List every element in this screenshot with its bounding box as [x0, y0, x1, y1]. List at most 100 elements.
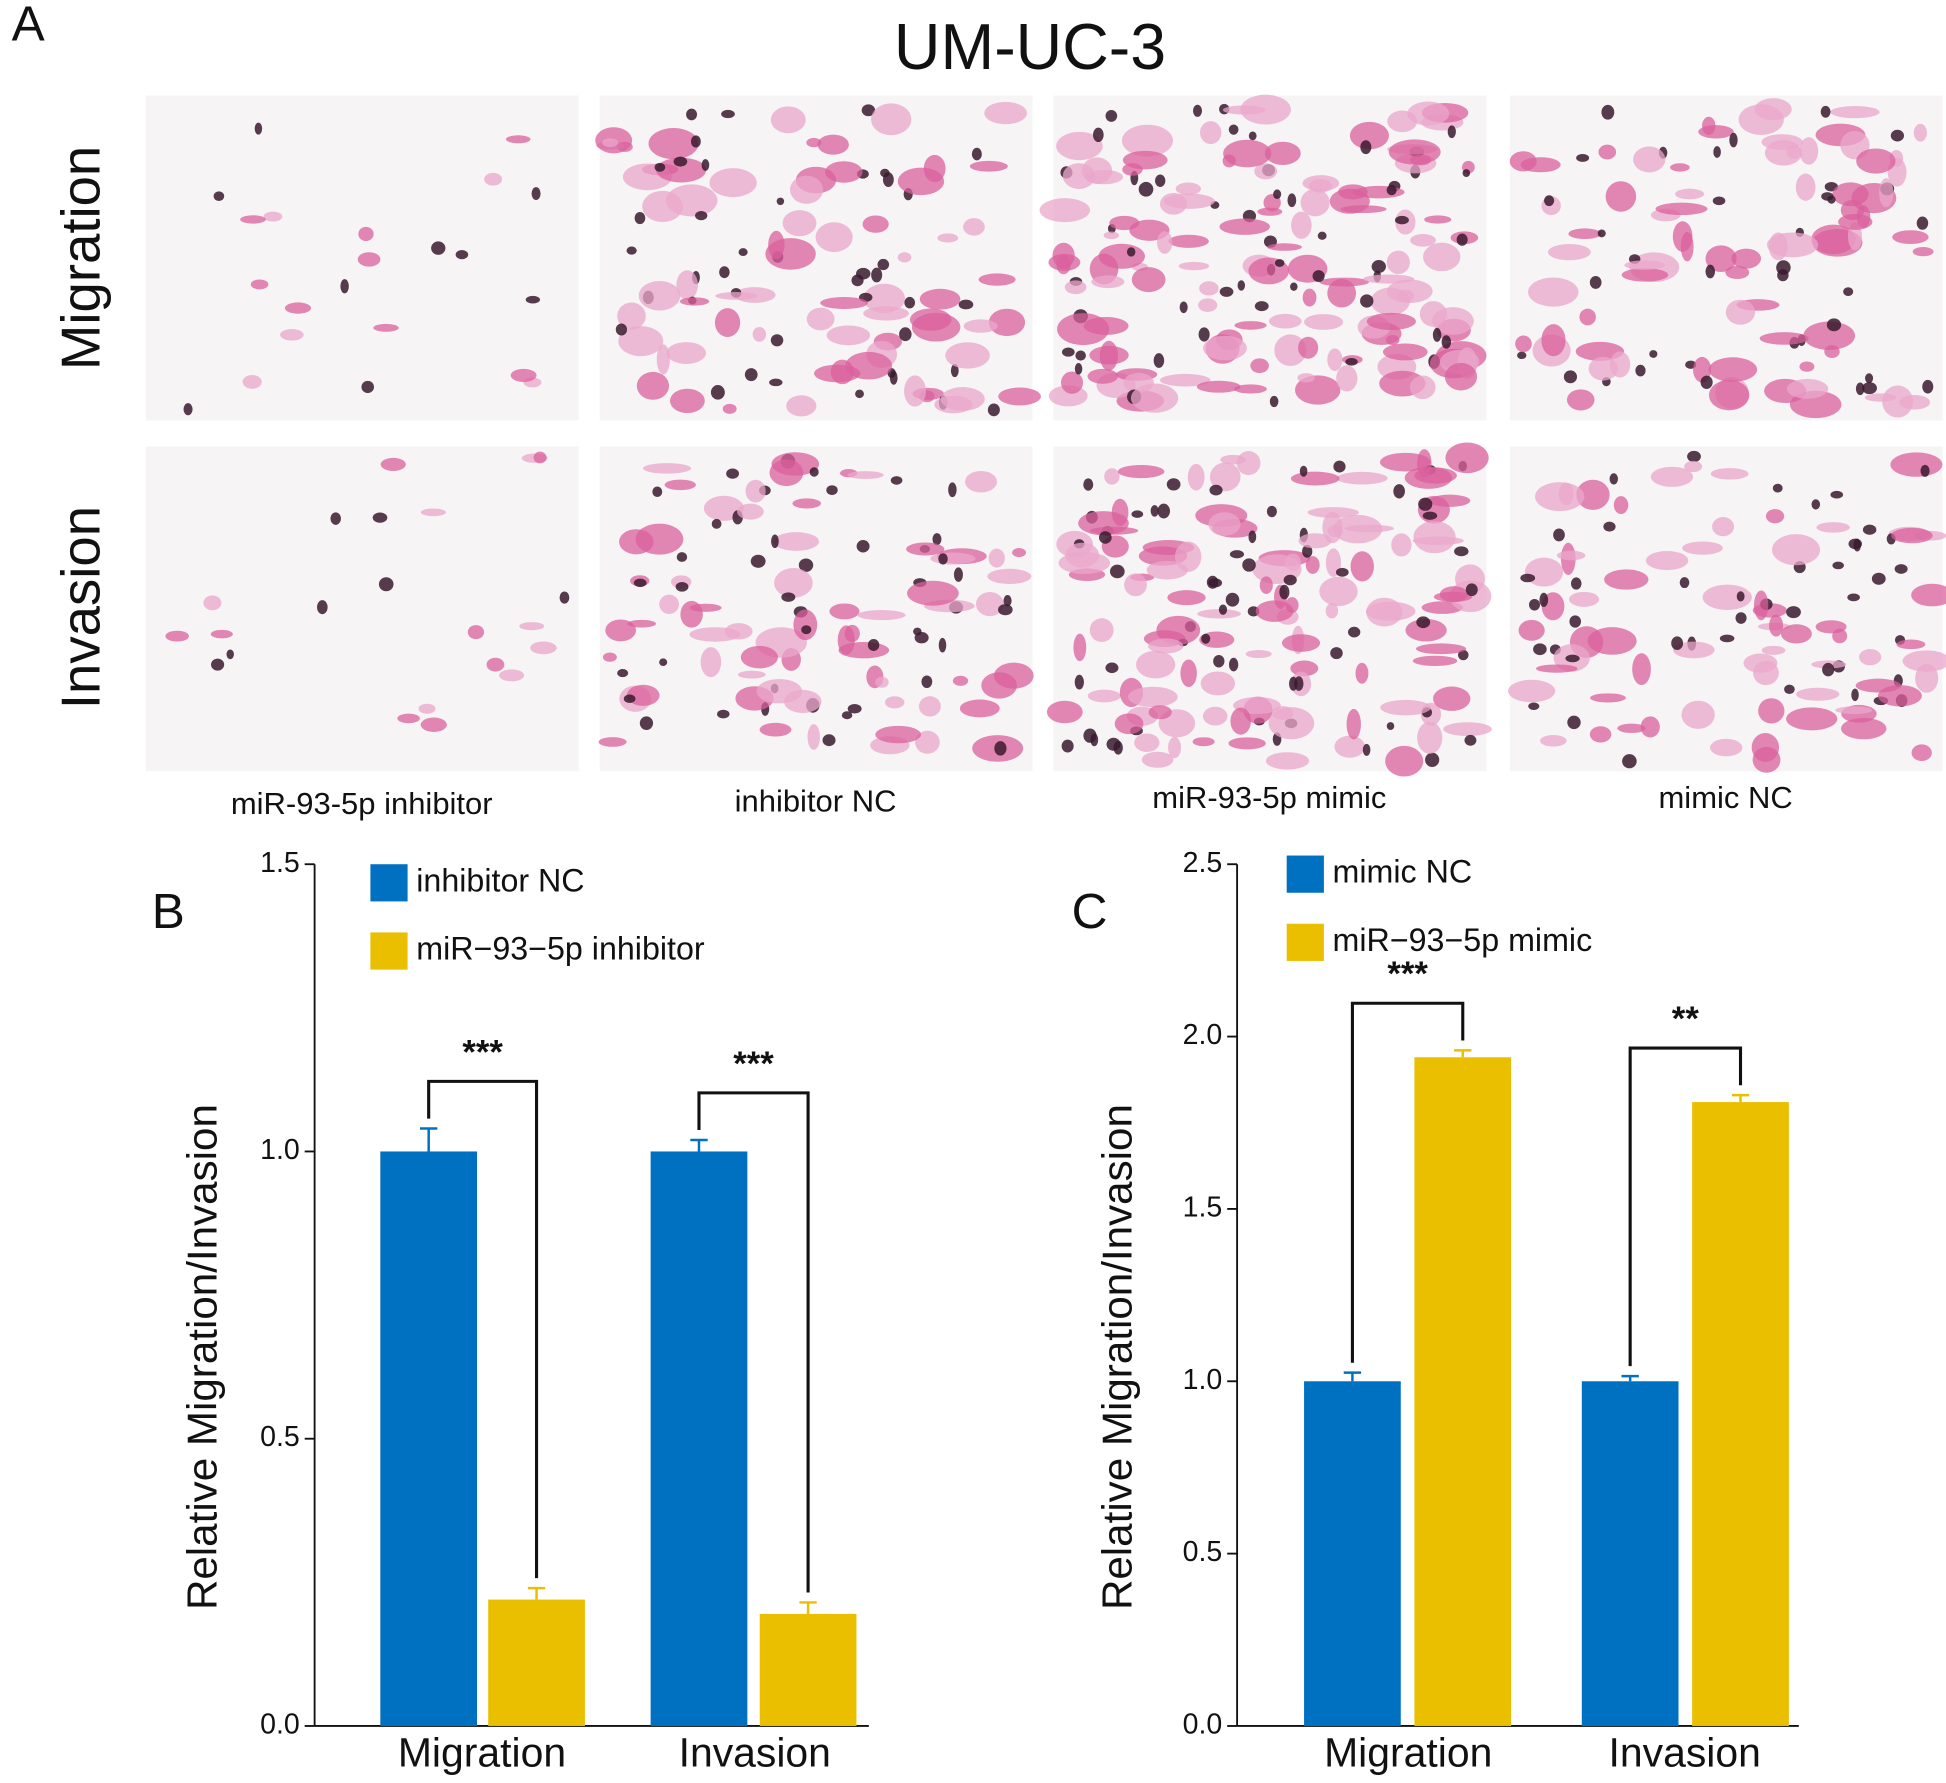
cell-blob: [1327, 348, 1343, 371]
cell-blob: [987, 403, 1000, 417]
cell-blob: [1736, 591, 1745, 602]
cell-blob: [1518, 619, 1545, 641]
cell-blob: [690, 135, 701, 148]
cell-blob: [945, 342, 990, 369]
cell-blob: [226, 649, 234, 660]
bar: [1692, 1102, 1789, 1726]
cell-blob: [1382, 343, 1428, 361]
bar: [650, 1151, 748, 1726]
cell-blob: [1533, 643, 1547, 656]
cell-blob: [1528, 277, 1579, 307]
cell-blob: [1824, 345, 1840, 358]
cell-blob: [1786, 145, 1801, 159]
cell-blob: [1168, 736, 1182, 759]
bar: [1581, 1381, 1679, 1726]
cell-blob: [602, 138, 619, 148]
cell-blob: [636, 371, 670, 400]
cell-blob: [1439, 586, 1468, 603]
cell-blob: [397, 713, 420, 724]
cell-blob: [1456, 233, 1468, 246]
cell-blob: [1409, 375, 1436, 400]
cell-blob: [1894, 564, 1908, 574]
significance-bracket: [1628, 1046, 1743, 1367]
cell-blob: [776, 197, 785, 206]
cell-blob: [904, 296, 916, 309]
cell-blob: [1649, 350, 1658, 358]
cell-blob: [867, 639, 880, 651]
cell-blob: [1517, 351, 1527, 360]
cell-blob: [1179, 301, 1188, 314]
cell-blob: [1074, 363, 1083, 375]
cell-blob: [431, 241, 446, 255]
cell-blob: [1060, 371, 1084, 394]
cell-blob: [1248, 530, 1257, 544]
cell-blob: [1213, 654, 1225, 668]
cell-blob: [659, 594, 680, 614]
cell-blob: [1786, 378, 1829, 399]
cell-blob: [1345, 357, 1358, 366]
cell-blob: [1087, 689, 1121, 703]
cell-blob: [1645, 550, 1689, 571]
cell-blob: [1039, 198, 1091, 223]
cell-blob: [1073, 633, 1087, 662]
cell-blob: [1902, 650, 1946, 672]
cell-blob: [1811, 224, 1856, 255]
cell-blob: [1781, 624, 1812, 644]
cell-blob: [340, 279, 349, 294]
cell-blob: [1520, 157, 1561, 173]
cell-blob: [1109, 564, 1125, 579]
cell-blob: [1130, 383, 1179, 413]
cell-blob: [789, 175, 824, 204]
cell-blob: [1589, 276, 1602, 289]
cell-blob: [1856, 148, 1896, 174]
cell-blob: [1208, 578, 1223, 588]
cell-blob: [1134, 733, 1160, 752]
cell-blob: [1832, 561, 1844, 570]
cell-blob: [1126, 247, 1136, 257]
cell-blob: [710, 385, 725, 400]
cell-blob: [211, 658, 225, 671]
cell-blob: [717, 709, 730, 719]
cell-blob: [953, 567, 963, 582]
cell-blob: [1681, 700, 1715, 729]
cell-blob: [1219, 218, 1270, 235]
cell-blob: [330, 512, 341, 525]
cell-blob: [1394, 215, 1409, 225]
cell-blob: [618, 326, 664, 357]
cell-blob: [1890, 452, 1943, 477]
cell-blob: [1851, 688, 1859, 702]
cell-blob: [1882, 385, 1914, 418]
cell-blob: [1081, 157, 1113, 184]
cell-blob: [1228, 657, 1239, 672]
cell-blob: [598, 737, 627, 747]
cell-blob: [1443, 722, 1492, 737]
cell-blob: [938, 637, 947, 653]
cell-blob: [615, 323, 628, 336]
cell-blob: [1348, 626, 1361, 638]
cell-blob: [1539, 592, 1549, 607]
cell-blob: [1799, 137, 1819, 165]
cell-blob: [652, 486, 663, 498]
cell-blob: [1302, 288, 1317, 307]
cell-blob: [675, 581, 689, 592]
cell-blob: [1131, 267, 1166, 293]
cell-blob: [1822, 662, 1835, 677]
cell-blob: [1336, 365, 1358, 392]
cell-blob: [1535, 482, 1585, 512]
cell-blob: [1166, 478, 1181, 491]
legend-label: inhibitor NC: [416, 862, 584, 898]
cell-blob: [1312, 270, 1325, 283]
cell-blob: [1074, 674, 1084, 690]
cell-blob: [1138, 181, 1154, 197]
cell-blob: [1418, 497, 1433, 511]
cell-blob: [531, 187, 541, 201]
panel-letter: A: [12, 0, 45, 51]
cell-blob: [1124, 573, 1147, 597]
cell-blob: [1264, 141, 1301, 165]
cell-blob: [1105, 662, 1119, 674]
cell-blob: [1198, 298, 1218, 312]
cell-blob: [1281, 634, 1321, 652]
cell-blob: [1386, 184, 1397, 196]
cell-blob: [1672, 641, 1715, 659]
cell-blob: [254, 122, 263, 135]
